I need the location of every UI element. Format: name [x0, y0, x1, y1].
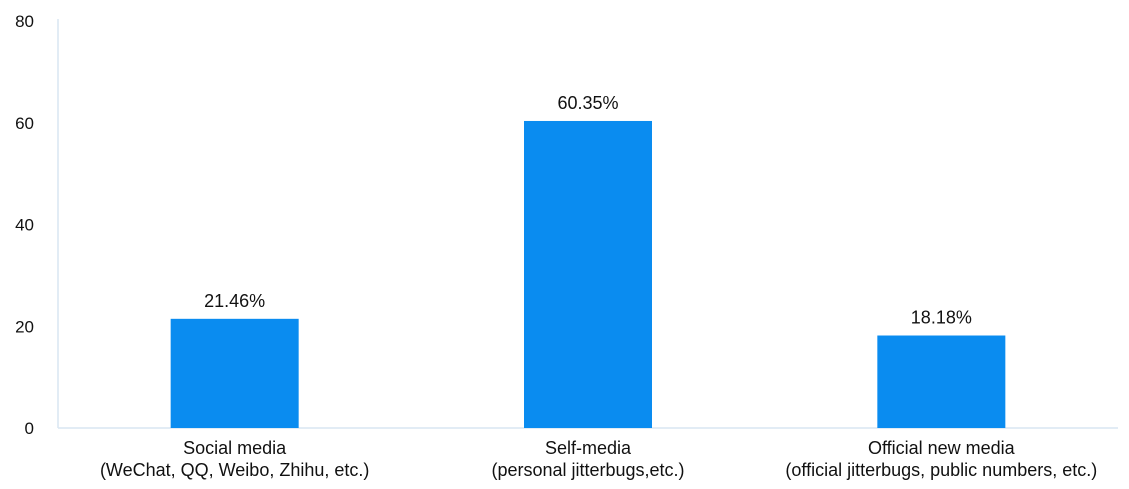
- data-label: 18.18%: [911, 308, 972, 328]
- y-tick-label: 40: [15, 216, 34, 235]
- y-axis-ticks: 0 20 40 60 80: [15, 12, 34, 438]
- data-label: 21.46%: [204, 291, 265, 311]
- category-sublabel: (official jitterbugs, public numbers, et…: [785, 460, 1097, 480]
- y-tick-label: 0: [25, 419, 34, 438]
- category-labels: Social media(WeChat, QQ, Weibo, Zhihu, e…: [100, 438, 1097, 480]
- y-tick-label: 80: [15, 12, 34, 31]
- bar: [170, 318, 299, 428]
- category-label: Social media: [183, 438, 287, 458]
- y-tick-label: 20: [15, 317, 34, 336]
- category-label: Self-media: [545, 438, 632, 458]
- bar: [877, 335, 1006, 428]
- data-labels: 21.46% 60.35% 18.18%: [204, 93, 972, 328]
- category-sublabel: (WeChat, QQ, Weibo, Zhihu, etc.): [100, 460, 369, 480]
- bar: [524, 120, 652, 429]
- category-label: Official new media: [868, 438, 1016, 458]
- bars: [170, 120, 1006, 429]
- category-sublabel: (personal jitterbugs,etc.): [491, 460, 684, 480]
- y-tick-label: 60: [15, 114, 34, 133]
- data-label: 60.35%: [557, 93, 618, 113]
